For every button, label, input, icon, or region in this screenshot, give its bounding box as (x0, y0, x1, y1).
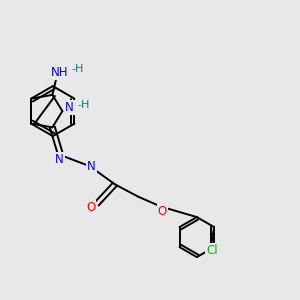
Text: N: N (55, 153, 64, 166)
Text: O: O (86, 201, 95, 214)
Text: Cl: Cl (206, 244, 218, 257)
Text: -H: -H (77, 100, 89, 110)
Text: O: O (158, 205, 167, 218)
Text: NH: NH (51, 66, 69, 79)
Text: N: N (65, 101, 74, 114)
Text: -H: -H (72, 64, 84, 74)
Text: N: N (87, 160, 96, 173)
